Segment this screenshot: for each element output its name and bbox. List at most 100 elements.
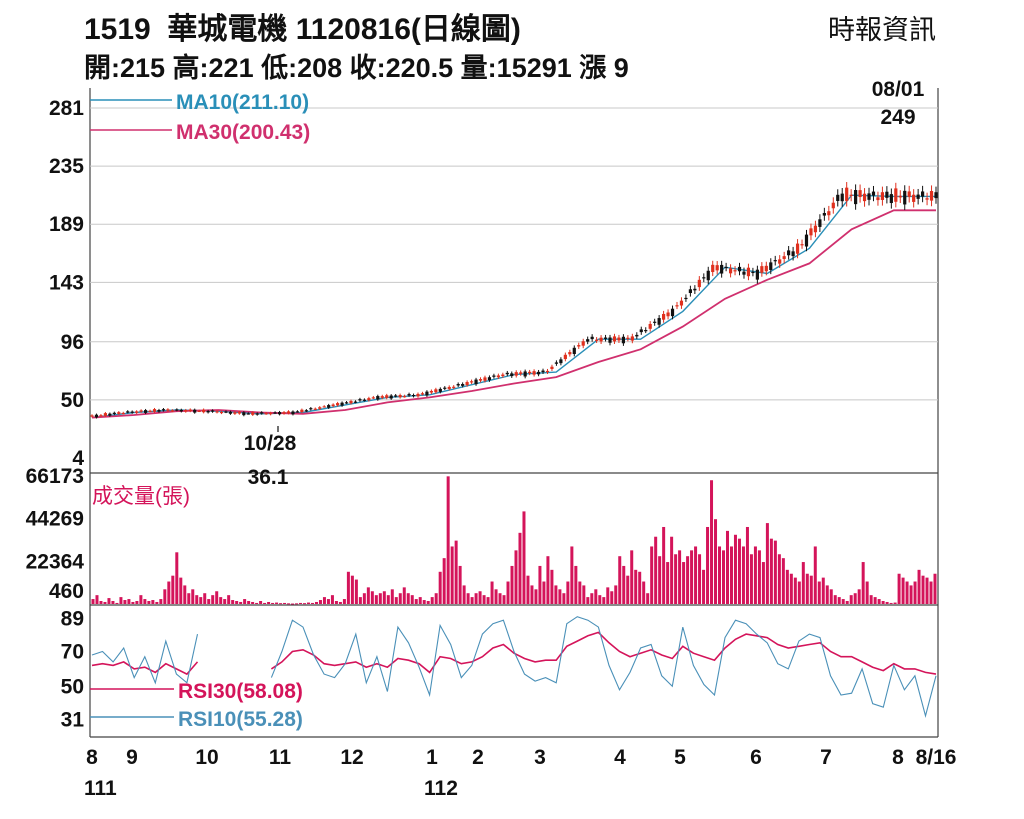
volume-bar [95, 595, 99, 604]
rsi-tick-label: 89 [61, 607, 84, 630]
volume-bar [251, 601, 255, 604]
candle-body [474, 379, 478, 385]
volume-bar [534, 589, 538, 604]
volume-bar [698, 554, 702, 604]
volume-bar [283, 602, 287, 604]
volume-bar [486, 597, 490, 604]
annotation-low-value: 36.1 [248, 466, 289, 489]
chart-title: 1519 華城電機 1120816(日線圖) [84, 13, 521, 46]
volume-bar [913, 581, 917, 604]
volume-bar [582, 585, 586, 604]
candle-body [469, 381, 474, 383]
volume-bar [825, 585, 829, 604]
volume-bar [207, 599, 211, 604]
candle-body [822, 212, 826, 216]
volume-bar [682, 562, 686, 604]
candle-body [487, 377, 492, 381]
candle-body [380, 396, 384, 398]
volume-bar [314, 601, 318, 604]
candle-body [728, 268, 733, 274]
volume-bar [797, 581, 801, 604]
volume-bar [885, 601, 889, 604]
ma-line-ma30 [91, 209, 936, 419]
volume-bar [247, 601, 251, 604]
volume-bar [370, 591, 374, 604]
x-tick-label: 9 [126, 746, 138, 769]
volume-bar [686, 556, 690, 604]
volume-bar [833, 595, 837, 604]
price-tick-label: 235 [49, 155, 84, 178]
candle-body [327, 405, 331, 408]
volume-bar [594, 589, 598, 604]
candle-body [657, 318, 661, 325]
volume-bar [506, 581, 510, 604]
candle-body [224, 411, 228, 413]
volume-bar [729, 546, 733, 604]
candle-body [568, 352, 572, 355]
candle-body [443, 387, 447, 389]
volume-bar [841, 599, 845, 604]
x-tick-label: 10 [195, 746, 218, 769]
legend-label-rsi: RSI30(58.08) [178, 680, 303, 703]
candle-body [519, 372, 523, 374]
candle-body [831, 202, 835, 209]
candle-body [679, 300, 684, 306]
candle-body [871, 191, 876, 196]
candle-body [492, 375, 496, 377]
candle-body [233, 412, 237, 414]
candle-body [934, 192, 938, 199]
candle-body [438, 388, 442, 392]
volume-bar [350, 575, 354, 604]
volume-bar [502, 595, 506, 604]
volume-bar [322, 597, 326, 604]
candle-body [880, 192, 885, 200]
volume-bar [933, 573, 937, 604]
volume-bar [414, 599, 418, 604]
volume-bar [710, 480, 714, 604]
year-label: 111 [84, 777, 117, 800]
volume-bar [929, 581, 933, 604]
candle-body [206, 410, 210, 413]
volume-bar [781, 558, 785, 604]
volume-bar [191, 589, 195, 604]
candle-body [572, 347, 576, 354]
volume-bar [167, 581, 171, 604]
volume-bar [642, 581, 646, 604]
candle-body [697, 279, 701, 288]
candle-body [349, 400, 353, 404]
candle-body [505, 372, 509, 375]
volume-bar [809, 575, 813, 604]
candle-body [666, 312, 670, 317]
volume-bar [131, 601, 135, 604]
candle-body [532, 371, 536, 375]
volume-bar [550, 569, 554, 604]
annotation-high-date: 08/01 [872, 78, 925, 101]
candle-body [277, 412, 282, 415]
candle-body [411, 395, 416, 397]
volume-bar [829, 589, 833, 604]
volume-tick-label: 44269 [26, 508, 84, 531]
candle-body [175, 409, 179, 411]
candle-body [903, 190, 907, 205]
candle-body [684, 297, 688, 300]
volume-bar [602, 597, 606, 604]
volume-bar [570, 546, 574, 604]
volume-bar [235, 601, 239, 604]
volume-bar [777, 554, 781, 604]
candle-body [639, 329, 643, 333]
volume-bar [745, 526, 749, 604]
candle-body [425, 391, 429, 396]
candle-body [126, 411, 130, 413]
volume-bar [111, 601, 115, 604]
volume-bar [558, 589, 562, 604]
candle-body [367, 398, 371, 401]
candle-body [603, 337, 608, 339]
year-label: 112 [424, 777, 458, 800]
candle-body [867, 193, 871, 200]
volume-bar [223, 599, 227, 604]
volume-bar [658, 556, 662, 604]
volume-bar [873, 597, 877, 604]
candle-body [264, 413, 268, 415]
candle-body [161, 409, 166, 411]
candle-body [916, 194, 920, 199]
